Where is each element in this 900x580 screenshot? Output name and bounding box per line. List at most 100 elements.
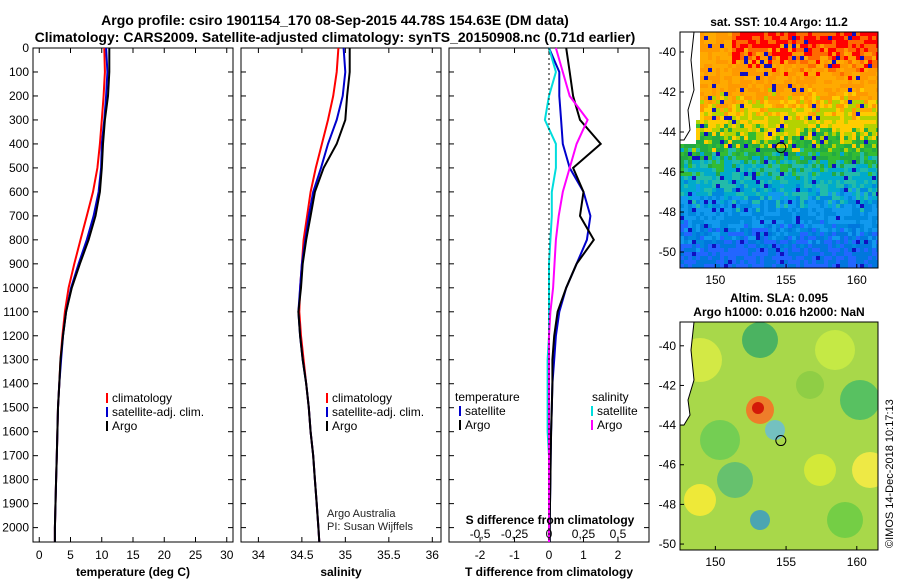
legend-label: Argo: [332, 419, 358, 433]
x-tick-label: 20: [158, 548, 172, 562]
x-tick-label: 1: [580, 548, 587, 562]
x-tick-label: 35: [339, 548, 353, 562]
map-y-tick-label: -50: [659, 537, 677, 551]
map-x-tick-label: 160: [847, 555, 867, 569]
land-tasmania: [680, 32, 695, 141]
x-tick-label-top: 0,25: [572, 527, 596, 541]
sst-map-title: sat. SST: 10.4 Argo: 11.2: [710, 15, 848, 29]
x-tick-label: 30: [220, 548, 234, 562]
sla-heatmap: [680, 322, 878, 550]
x-axis-label-top: S difference from climatology: [466, 513, 635, 527]
plot-title: Argo profile: csiro 1901154_170 08-Sep-2…: [101, 12, 569, 28]
sla-blob: [765, 420, 785, 440]
map-y-tick-label: -48: [659, 497, 677, 511]
y-tick-label: 1900: [2, 497, 29, 511]
x-tick-label: 5: [67, 548, 74, 562]
legend-label: satellite: [465, 404, 506, 418]
series-line-s-argo: [548, 47, 589, 542]
sla-blob: [827, 502, 863, 538]
y-tick-label: 0: [22, 41, 29, 55]
y-tick-label: 600: [9, 185, 29, 199]
y-tick-label: 1500: [2, 401, 29, 415]
argo-position-marker: [775, 142, 787, 154]
plot-subtitle: Climatology: CARS2009. Satellite-adjuste…: [34, 29, 636, 45]
x-axis-label: salinity: [320, 565, 362, 579]
y-tick-label: 700: [9, 209, 29, 223]
x-tick-label-top: -0,5: [470, 527, 491, 541]
x-tick-label: 2: [615, 548, 622, 562]
x-tick-label: 36: [426, 548, 440, 562]
series-line-argo: [53, 48, 111, 542]
x-tick-label: 34: [252, 548, 266, 562]
map-x-tick-label: 150: [705, 555, 725, 569]
legend-label: satellite-adj. clim.: [112, 405, 204, 419]
annotation-line-2: PI: Susan Wijffels: [327, 521, 413, 533]
y-tick-label: 1700: [2, 449, 29, 463]
y-tick-label: 1100: [3, 305, 29, 319]
legend-title-temperature: temperature: [455, 390, 520, 404]
x-tick-label: 15: [126, 548, 140, 562]
y-tick-label: 1300: [2, 353, 29, 367]
sla-blob: [742, 322, 778, 358]
legend-label: climatology: [112, 391, 172, 405]
x-tick-label: 25: [189, 548, 203, 562]
y-tick-label: 100: [9, 65, 29, 79]
y-tick-label: 1400: [2, 377, 29, 391]
sla-blob: [815, 330, 855, 370]
sla-blob: [840, 380, 878, 420]
argo-position-marker: [775, 435, 787, 447]
x-tick-label: 0: [546, 548, 553, 562]
x-tick-label: 34.5: [290, 548, 314, 562]
map-frame-sla-map: [679, 321, 879, 551]
sla-blob: [684, 484, 716, 516]
map-y-tick-label: -40: [659, 45, 677, 59]
map-y-tick-label: -46: [659, 165, 677, 179]
map-y-tick-label: -48: [659, 205, 677, 219]
map-y-tick-label: -50: [659, 245, 677, 259]
map-frame-sst-map: [679, 31, 879, 269]
map-y-tick-label: -46: [659, 458, 677, 472]
sla-blob: [796, 371, 824, 399]
x-axis-label: T difference from climatology: [465, 565, 633, 579]
sla-blob: [752, 402, 764, 414]
y-tick-label: 900: [9, 257, 29, 271]
y-tick-label: 1000: [2, 281, 29, 295]
x-tick-label: 35.5: [377, 548, 401, 562]
y-tick-label: 300: [9, 113, 29, 127]
legend-title-salinity: salinity: [592, 390, 629, 404]
x-tick-label: -1: [509, 548, 520, 562]
x-tick-label-top: 0: [546, 527, 553, 541]
y-tick-label: 1600: [2, 425, 29, 439]
y-tick-label: 2000: [2, 521, 29, 535]
y-tick-label: 500: [9, 161, 29, 175]
y-tick-label: 1800: [2, 473, 29, 487]
map-y-tick-label: -44: [659, 125, 677, 139]
sla-blob: [852, 452, 878, 488]
legend-label: Argo: [465, 418, 491, 432]
annotation-line-1: Argo Australia: [327, 508, 396, 520]
legend-label: satellite-adj. clim.: [332, 405, 424, 419]
y-tick-label: 800: [9, 233, 29, 247]
legend-label: satellite: [597, 404, 638, 418]
map-y-tick-label: -40: [659, 339, 677, 353]
map-x-tick-label: 160: [847, 273, 867, 287]
sla-blob: [717, 462, 753, 498]
x-tick-label-top: 0,5: [610, 527, 627, 541]
map-x-tick-label: 155: [776, 273, 796, 287]
sla-blob: [750, 510, 770, 530]
sst-heatmap: [680, 32, 878, 268]
sla-map-title: Altim. SLA: 0.095: [730, 291, 828, 305]
y-tick-label: 200: [9, 89, 29, 103]
map-x-tick-label: 150: [705, 273, 725, 287]
map-y-tick-label: -44: [659, 418, 677, 432]
x-tick-label-top: -0,25: [501, 527, 529, 541]
series-line-t-argo: [548, 47, 603, 542]
y-tick-label: 400: [9, 137, 29, 151]
sla-blob: [700, 420, 740, 460]
series-line-argo: [297, 48, 351, 543]
panel-frame-salinity-profile: [240, 47, 442, 543]
legend-label: Argo: [597, 418, 623, 432]
x-tick-label: 0: [36, 548, 43, 562]
x-tick-label: -2: [475, 548, 486, 562]
map-y-tick-label: -42: [659, 85, 677, 99]
